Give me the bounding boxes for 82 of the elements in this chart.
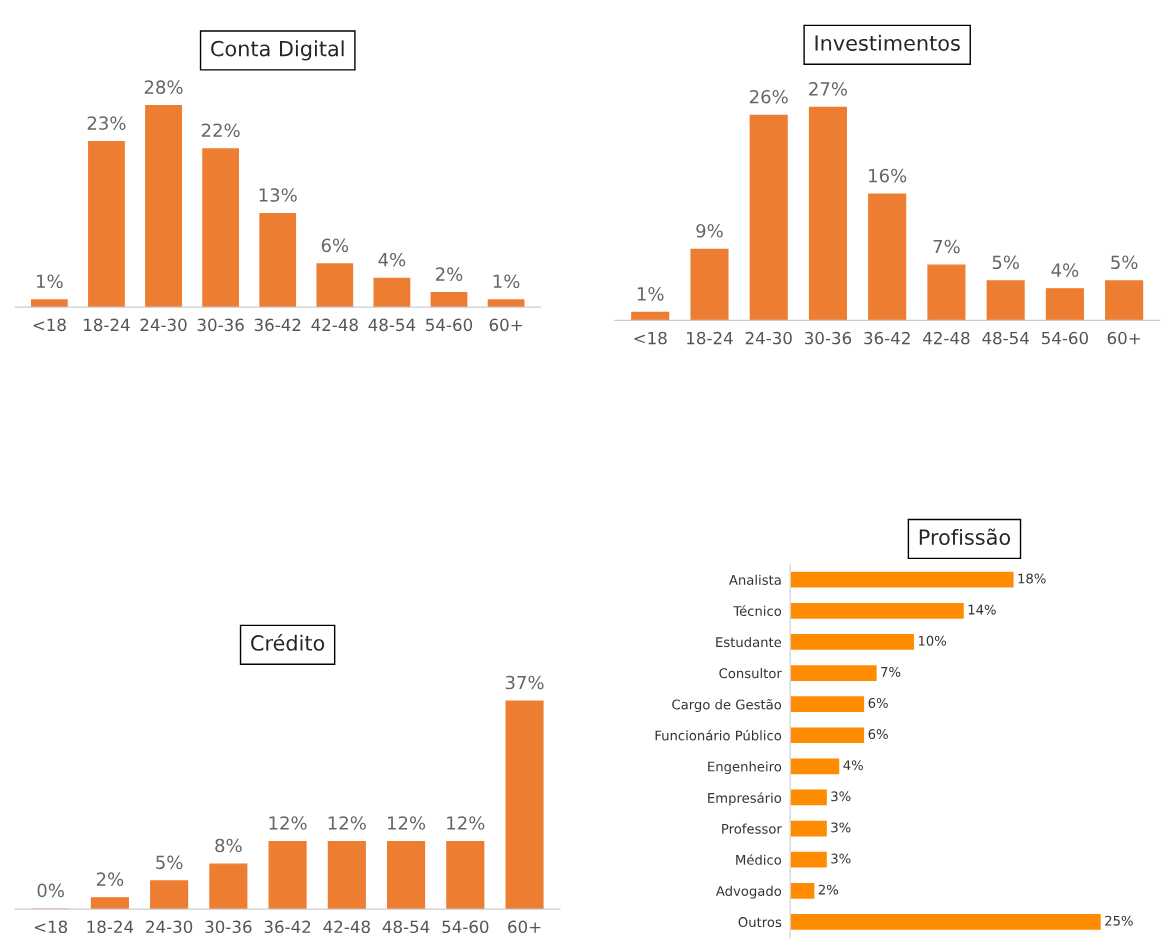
data-label: 1%	[637, 286, 664, 301]
data-label: 6%	[868, 697, 888, 708]
x-tick-label: 18-24	[87, 920, 134, 934]
data-label: 4%	[378, 252, 406, 267]
x-tick-label: 48-54	[382, 920, 430, 934]
data-label: 23%	[87, 116, 126, 130]
x-tick-label: 30-36	[805, 331, 852, 345]
data-label: 26%	[749, 89, 788, 104]
x-tick-label: 60+	[1107, 331, 1140, 345]
y-tick-label: Estudante	[716, 636, 782, 648]
data-label: 28%	[144, 80, 183, 94]
x-tick-label: 30-36	[197, 318, 244, 332]
data-label: 10%	[918, 635, 947, 646]
data-label: 18%	[1018, 573, 1046, 584]
y-tick-label: Engenheiro	[708, 761, 782, 775]
data-label: 7%	[881, 666, 901, 677]
x-tick-label: 42-48	[311, 318, 358, 332]
chart-title: Investimentos	[815, 34, 960, 51]
data-label: 12%	[328, 816, 366, 830]
y-tick-label: Cargo de Gestão	[672, 699, 782, 713]
data-label: 7%	[933, 239, 960, 254]
data-label: 12%	[269, 816, 307, 830]
y-tick-label: Funcionário Público	[655, 729, 782, 741]
data-label: 5%	[1111, 255, 1138, 270]
data-label: 25%	[1105, 915, 1133, 926]
data-label: 37%	[505, 675, 544, 690]
x-tick-label: 54-60	[442, 920, 489, 934]
y-tick-label: Professor	[722, 823, 782, 834]
data-label: 4%	[1051, 263, 1079, 277]
y-tick-label: Consultor	[719, 668, 782, 679]
y-tick-label: Empresário	[708, 792, 782, 806]
data-label: 22%	[201, 123, 240, 138]
x-tick-label: 36-42	[864, 331, 910, 345]
x-tick-label: 36-42	[264, 920, 311, 934]
data-label: 4%	[843, 760, 863, 771]
data-label: 2%	[435, 267, 463, 281]
data-label: 2%	[96, 872, 124, 887]
x-tick-label: 18-24	[84, 318, 130, 332]
data-label: 5%	[156, 855, 183, 870]
x-tick-label: 54-60	[426, 318, 473, 332]
data-label: 1%	[37, 274, 63, 289]
x-tick-label: <18	[34, 920, 68, 934]
y-tick-label: Médico	[736, 854, 782, 865]
data-label: 27%	[809, 82, 848, 96]
data-label: 1%	[493, 274, 520, 289]
data-label: 16%	[869, 168, 907, 183]
x-tick-label: 30-36	[205, 920, 252, 934]
x-tick-label: 24-30	[745, 331, 792, 345]
x-tick-label: <18	[634, 331, 667, 345]
data-label: 3%	[831, 853, 851, 864]
y-tick-label: Outros	[738, 917, 782, 928]
data-label: 0%	[37, 883, 64, 898]
data-label: 8%	[215, 838, 242, 853]
x-tick-label: 60+	[489, 318, 522, 332]
data-label: 12%	[387, 816, 426, 830]
data-label: 3%	[831, 822, 851, 833]
chart-title: Conta Digital	[211, 40, 344, 61]
y-tick-label: Analista	[728, 574, 781, 585]
data-label: 5%	[992, 255, 1019, 270]
x-tick-label: 54-60	[1041, 331, 1089, 345]
data-label: 6%	[868, 729, 888, 740]
data-label: 2%	[818, 884, 839, 895]
chart-title: Crédito	[251, 633, 325, 651]
data-label: 3%	[831, 791, 851, 802]
x-tick-label: 60+	[508, 920, 541, 934]
data-label: 9%	[696, 223, 723, 238]
x-tick-label: 18-24	[687, 331, 733, 345]
x-tick-label: 48-54	[368, 318, 416, 332]
y-tick-label: Técnico	[733, 605, 782, 617]
data-label: 6%	[321, 238, 349, 253]
x-tick-label: 24-30	[140, 318, 187, 332]
y-tick-label: Advogado	[715, 885, 782, 899]
x-tick-label: 36-42	[254, 318, 301, 332]
data-label: 14%	[968, 604, 996, 615]
data-label: 12%	[447, 816, 485, 830]
data-label: 13%	[259, 188, 297, 202]
x-tick-label: 48-54	[982, 331, 1029, 345]
x-tick-label: 42-48	[923, 331, 970, 345]
x-tick-label: 24-30	[146, 920, 193, 934]
chart-title: Profissão	[919, 528, 1011, 546]
x-tick-label: <18	[33, 318, 66, 332]
x-tick-label: 42-48	[323, 920, 370, 934]
